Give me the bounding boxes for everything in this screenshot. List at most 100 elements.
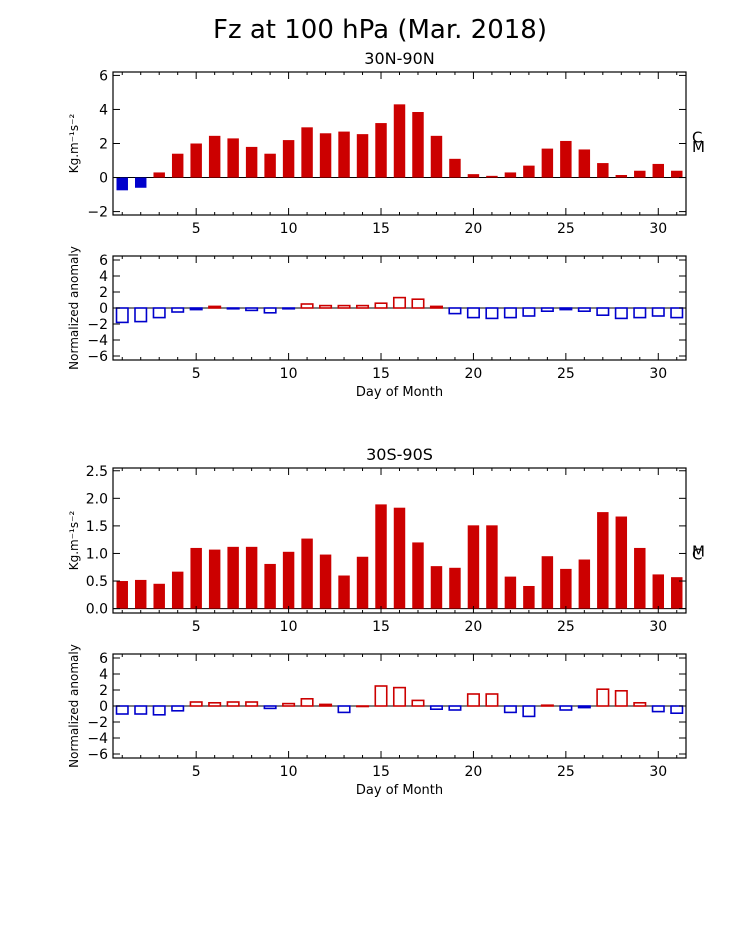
y-tick-label: 2 bbox=[99, 137, 108, 153]
x-tick-label: 30 bbox=[649, 764, 667, 780]
y-tick-label: 0.0 bbox=[86, 602, 108, 618]
y-tick-label: 2 bbox=[99, 683, 108, 699]
bar-day-8 bbox=[245, 307, 259, 312]
y-tick-label: −4 bbox=[87, 333, 108, 349]
bar-day-15 bbox=[375, 504, 387, 609]
bar-day-22 bbox=[503, 705, 517, 714]
bar-day-29 bbox=[633, 307, 647, 319]
y-tick-label: −6 bbox=[87, 747, 108, 763]
y-tick-label: 6 bbox=[99, 253, 108, 269]
bar-day-18 bbox=[430, 566, 443, 609]
bar-day-19 bbox=[449, 567, 461, 609]
x-tick-label: 5 bbox=[192, 366, 201, 382]
x-tick-label: 15 bbox=[372, 366, 390, 382]
bar-day-17 bbox=[412, 112, 424, 178]
x-tick-label: 25 bbox=[557, 221, 575, 237]
x-tick-label: 30 bbox=[649, 366, 667, 382]
bar-day-13 bbox=[337, 705, 351, 714]
y-tick-label: 6 bbox=[99, 68, 108, 84]
bar-day-24 bbox=[541, 556, 554, 609]
bar-day-8 bbox=[245, 701, 259, 707]
bar-day-25 bbox=[559, 705, 573, 711]
bar-day-18 bbox=[429, 305, 443, 309]
bar-day-5 bbox=[189, 701, 203, 707]
bar-day-24 bbox=[540, 307, 554, 312]
bar-day-28 bbox=[614, 689, 628, 707]
bar-day-13 bbox=[338, 131, 350, 178]
bar-day-16 bbox=[393, 104, 406, 178]
panel-sh-fz: 0.0 0.5 1.0 1.5 2.0 2.5 5 10 15 20 25 30 30S-90S Kg.m… bbox=[67, 445, 705, 635]
bar-day-16 bbox=[393, 507, 406, 609]
x-tick-label: 25 bbox=[557, 366, 575, 382]
bar-day-9 bbox=[263, 705, 277, 710]
x-tick-label: 10 bbox=[280, 221, 298, 237]
bar-day-9 bbox=[263, 307, 277, 314]
bar-day-11 bbox=[300, 303, 314, 309]
bar-day-23 bbox=[522, 705, 536, 718]
bar-day-4 bbox=[171, 571, 184, 609]
bar-day-2 bbox=[134, 307, 148, 323]
x-tick-label: 20 bbox=[465, 619, 483, 635]
x-tick-label: 10 bbox=[280, 619, 298, 635]
bar-day-7 bbox=[226, 307, 240, 310]
x-tick-label: 15 bbox=[372, 764, 390, 780]
y-tick-label: 4 bbox=[99, 102, 108, 118]
bar-day-14 bbox=[356, 556, 369, 609]
bar-day-7 bbox=[227, 138, 239, 178]
bar-day-13 bbox=[338, 575, 350, 609]
bar-day-22 bbox=[503, 307, 517, 319]
x-tick-label: 30 bbox=[649, 221, 667, 237]
bar-day-1 bbox=[116, 177, 128, 191]
bar-day-1 bbox=[115, 307, 129, 324]
bar-day-19 bbox=[448, 307, 462, 315]
x-tick-label: 5 bbox=[192, 764, 201, 780]
x-tick-label: 10 bbox=[280, 764, 298, 780]
x-tick-label: 25 bbox=[557, 764, 575, 780]
bar-day-28 bbox=[615, 174, 628, 178]
bar-day-1 bbox=[116, 581, 128, 609]
x-tick-label: 10 bbox=[280, 366, 298, 382]
bar-day-3 bbox=[153, 172, 165, 178]
marker-m: M bbox=[692, 138, 705, 156]
bar-day-12 bbox=[319, 133, 332, 178]
bar-day-2 bbox=[134, 579, 147, 609]
bar-day-15 bbox=[374, 685, 388, 707]
bar-day-10 bbox=[282, 140, 295, 178]
bar-day-23 bbox=[523, 165, 535, 178]
figure-title: Fz at 100 hPa (Mar. 2018) bbox=[213, 15, 547, 45]
bar-day-20 bbox=[466, 693, 480, 707]
x-axis-label: Day of Month bbox=[356, 783, 443, 798]
bar-day-31 bbox=[670, 307, 684, 319]
bar-day-12 bbox=[319, 703, 333, 707]
bar-day-27 bbox=[596, 307, 610, 316]
bar-day-18 bbox=[429, 705, 443, 711]
bar-day-2 bbox=[134, 705, 148, 715]
bar-day-30 bbox=[652, 163, 665, 178]
bar-day-8 bbox=[245, 146, 258, 178]
bar-day-31 bbox=[671, 577, 683, 609]
bar-day-21 bbox=[486, 175, 498, 178]
bar-day-11 bbox=[301, 538, 313, 609]
bar-day-29 bbox=[634, 547, 646, 609]
bar-day-4 bbox=[171, 153, 184, 178]
y-tick-label: 4 bbox=[99, 269, 108, 285]
bar-day-19 bbox=[448, 705, 462, 711]
bar-day-26 bbox=[577, 307, 591, 312]
bar-day-29 bbox=[634, 170, 646, 178]
bar-day-18 bbox=[430, 135, 443, 178]
bar-day-24 bbox=[540, 704, 554, 707]
x-tick-label: 20 bbox=[465, 764, 483, 780]
bar-day-4 bbox=[171, 307, 185, 313]
y-axis-label: Normalized anomaly bbox=[67, 246, 81, 370]
panel-title: 30N-90N bbox=[364, 49, 434, 68]
marker-c: C bbox=[692, 129, 702, 147]
bar-day-31 bbox=[670, 705, 684, 714]
y-tick-label: −6 bbox=[87, 349, 108, 365]
bar-day-20 bbox=[467, 525, 480, 609]
y-tick-label: 2.5 bbox=[86, 464, 108, 480]
bar-day-25 bbox=[560, 568, 572, 609]
bar-day-6 bbox=[208, 135, 221, 178]
x-tick-label: 5 bbox=[192, 619, 201, 635]
